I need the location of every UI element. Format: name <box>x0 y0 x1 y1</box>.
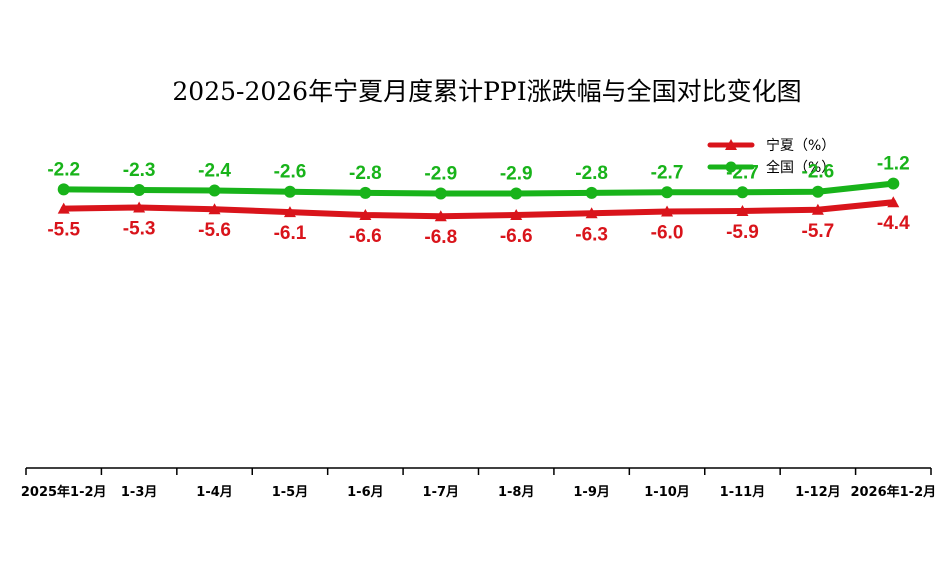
data-label: -2.2 <box>47 159 80 180</box>
data-label: -5.7 <box>802 221 835 242</box>
data-label: -6.6 <box>349 226 382 247</box>
legend-marker-ningxia <box>725 139 737 150</box>
legend-item-national: 全国（%） <box>707 159 835 176</box>
data-label: -5.5 <box>47 220 80 241</box>
data-label: -2.3 <box>123 160 156 181</box>
data-label: -6.0 <box>651 223 684 244</box>
data-label: -2.4 <box>198 161 231 182</box>
data-label: -5.9 <box>726 222 759 243</box>
legend-label-ningxia: 宁夏（%） <box>766 137 835 154</box>
x-tick-label: 1-3月 <box>121 485 158 500</box>
data-label: -2.7 <box>651 162 684 183</box>
data-point <box>661 205 674 217</box>
data-label: -2.9 <box>500 163 533 184</box>
data-point <box>359 209 372 221</box>
data-label: -1.2 <box>877 154 910 175</box>
series-ningxia: -5.5 -5.3 -5.6 -6.1 -6.6 -6.8 -6.6 -6.3 -6.0 -5.9… <box>47 196 910 248</box>
data-point <box>434 187 447 200</box>
data-point <box>736 186 749 199</box>
x-tick-label: 1-7月 <box>423 485 460 500</box>
series-line <box>60 180 897 197</box>
data-point <box>208 184 221 197</box>
data-label: -5.6 <box>198 220 231 241</box>
legend-marker-national <box>725 161 737 173</box>
legend-item-ningxia: 宁夏（%） <box>707 137 835 154</box>
data-point <box>736 204 749 216</box>
chart-title: 2025-2026年宁夏月度累计PPI涨跌幅与全国对比变化图 <box>172 77 801 106</box>
series-national: -2.2 -2.3 -2.4 -2.6 -2.8 -2.9 -2.9 -2.8 -2.7 -2.7… <box>47 154 910 200</box>
data-point <box>811 203 824 215</box>
data-point <box>434 210 447 222</box>
data-point <box>208 203 221 215</box>
data-label: -4.4 <box>877 213 910 234</box>
data-label: -2.6 <box>274 162 307 183</box>
x-tick-label: 1-9月 <box>573 485 610 500</box>
data-label: -6.1 <box>274 223 307 244</box>
x-tick-label: 1-11月 <box>720 485 766 500</box>
x-tick-label: 2025年1-2月 <box>21 484 107 500</box>
x-tick-label: 1-8月 <box>498 485 535 500</box>
data-point <box>585 207 598 219</box>
data-point <box>510 187 523 200</box>
x-tick-label: 1-10月 <box>644 485 690 500</box>
x-tick-label: 1-12月 <box>795 485 841 500</box>
data-point <box>57 183 70 196</box>
legend-label-national: 全国（%） <box>766 159 835 176</box>
data-label: -6.3 <box>575 224 608 245</box>
x-tick-label: 1-4月 <box>196 485 233 500</box>
data-label: -6.6 <box>500 226 533 247</box>
data-point <box>811 185 824 198</box>
data-point <box>661 186 674 199</box>
data-label: -6.8 <box>424 227 457 248</box>
data-point <box>359 186 372 199</box>
data-point <box>585 186 598 199</box>
x-axis: 2025年1-2月 1-3月 1-4月 1-5月 1-6月 1-7月 1-8月 1-9月 1-1… <box>21 467 936 500</box>
data-point <box>133 201 146 213</box>
legend: 宁夏（%） 全国（%） <box>707 137 835 176</box>
data-label: -2.6 <box>802 162 835 183</box>
data-point <box>283 206 296 218</box>
data-point <box>887 196 900 208</box>
data-label: -2.8 <box>349 163 382 184</box>
x-tick-label: 2026年1-2月 <box>850 484 936 500</box>
data-point <box>57 202 70 214</box>
series-line <box>60 199 897 220</box>
data-point <box>133 183 146 196</box>
data-label: -2.7 <box>726 162 759 183</box>
x-tick-label: 1-5月 <box>272 485 309 500</box>
data-point <box>283 185 296 198</box>
data-point <box>510 209 523 221</box>
data-label: -5.3 <box>123 218 156 239</box>
data-point <box>887 177 900 190</box>
x-tick-label: 1-6月 <box>347 485 384 500</box>
data-label: -2.8 <box>575 163 608 184</box>
data-label: -2.9 <box>424 163 457 184</box>
plot-area: -5.5 -5.3 -5.6 -6.1 -6.6 -6.8 -6.6 -6.3 -6.0 -5.9… <box>47 154 910 249</box>
